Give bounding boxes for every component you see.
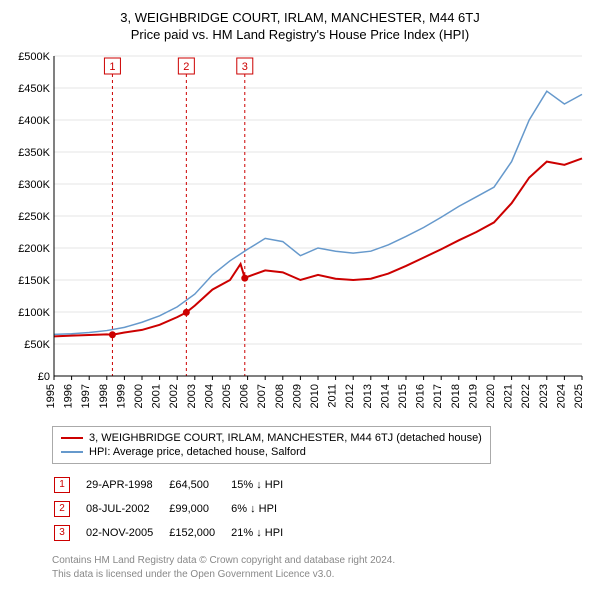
svg-text:2023: 2023 (538, 384, 550, 408)
event-price: £64,500 (169, 474, 229, 496)
svg-text:2024: 2024 (555, 384, 567, 408)
event-delta: 21% ↓ HPI (231, 522, 297, 544)
event-marker: 2 (54, 501, 70, 517)
svg-text:2004: 2004 (203, 384, 215, 408)
legend-label: 3, WEIGHBRIDGE COURT, IRLAM, MANCHESTER,… (89, 432, 482, 444)
event-row: 3 02-NOV-2005£152,00021% ↓ HPI (54, 522, 297, 544)
chart-title: 3, WEIGHBRIDGE COURT, IRLAM, MANCHESTER,… (10, 10, 590, 25)
chart-container: 3, WEIGHBRIDGE COURT, IRLAM, MANCHESTER,… (10, 10, 590, 581)
svg-text:£50K: £50K (24, 339, 50, 351)
event-date: 08-JUL-2002 (86, 498, 167, 520)
svg-text:2011: 2011 (327, 384, 339, 408)
svg-text:£200K: £200K (18, 243, 50, 255)
svg-text:£300K: £300K (18, 179, 50, 191)
svg-text:2001: 2001 (151, 384, 163, 408)
svg-text:2016: 2016 (415, 384, 427, 408)
event-marker: 1 (54, 477, 70, 493)
svg-text:2: 2 (183, 61, 189, 73)
svg-text:£100K: £100K (18, 307, 50, 319)
event-price: £152,000 (169, 522, 229, 544)
svg-text:2009: 2009 (291, 384, 303, 408)
plot-area: £0 £50K £100K £150K £200K £250K £300K £350K £400… (10, 50, 590, 420)
svg-text:2015: 2015 (397, 384, 409, 408)
legend-item: 3, WEIGHBRIDGE COURT, IRLAM, MANCHESTER,… (61, 431, 482, 445)
svg-text:£150K: £150K (18, 275, 50, 287)
svg-text:1999: 1999 (115, 384, 127, 408)
event-delta: 6% ↓ HPI (231, 498, 297, 520)
event-date: 02-NOV-2005 (86, 522, 167, 544)
svg-text:1995: 1995 (45, 384, 57, 408)
svg-text:£450K: £450K (18, 83, 50, 95)
svg-text:£500K: £500K (18, 51, 50, 63)
svg-text:2006: 2006 (239, 384, 251, 408)
svg-text:£0: £0 (38, 371, 50, 383)
svg-text:2007: 2007 (256, 384, 268, 408)
event-row: 2 08-JUL-2002£99,0006% ↓ HPI (54, 498, 297, 520)
svg-text:2012: 2012 (344, 384, 356, 408)
svg-text:1998: 1998 (98, 384, 110, 408)
svg-text:2014: 2014 (379, 384, 391, 408)
svg-text:2013: 2013 (362, 384, 374, 408)
svg-text:£400K: £400K (18, 115, 50, 127)
chart-subtitle: Price paid vs. HM Land Registry's House … (10, 27, 590, 42)
legend-swatch (61, 437, 83, 439)
event-delta: 15% ↓ HPI (231, 474, 297, 496)
svg-text:£350K: £350K (18, 147, 50, 159)
svg-text:2003: 2003 (186, 384, 198, 408)
svg-text:2002: 2002 (168, 384, 180, 408)
attribution: Contains HM Land Registry data © Crown c… (52, 554, 590, 581)
svg-text:1997: 1997 (80, 384, 92, 408)
svg-text:2018: 2018 (450, 384, 462, 408)
svg-text:2022: 2022 (520, 384, 532, 408)
svg-text:2019: 2019 (467, 384, 479, 408)
event-date: 29-APR-1998 (86, 474, 167, 496)
svg-text:2005: 2005 (221, 384, 233, 408)
svg-text:3: 3 (242, 61, 248, 73)
svg-text:2025: 2025 (573, 384, 585, 408)
svg-text:2017: 2017 (432, 384, 444, 408)
event-marker: 3 (54, 525, 70, 541)
legend: 3, WEIGHBRIDGE COURT, IRLAM, MANCHESTER,… (52, 426, 491, 464)
svg-text:2021: 2021 (503, 384, 515, 408)
svg-text:2010: 2010 (309, 384, 321, 408)
chart-svg: £0 £50K £100K £150K £200K £250K £300K £350K £400… (10, 50, 590, 420)
svg-text:2008: 2008 (274, 384, 286, 408)
attribution-line: This data is licensed under the Open Gov… (52, 568, 590, 582)
svg-text:2020: 2020 (485, 384, 497, 408)
svg-text:1: 1 (109, 61, 115, 73)
events-table: 1 29-APR-1998£64,50015% ↓ HPI 2 08-JUL-2002… (52, 472, 299, 546)
svg-text:1996: 1996 (63, 384, 75, 408)
legend-label: HPI: Average price, detached house, Salf… (89, 446, 306, 458)
event-price: £99,000 (169, 498, 229, 520)
svg-text:2000: 2000 (133, 384, 145, 408)
legend-swatch (61, 451, 83, 453)
event-row: 1 29-APR-1998£64,50015% ↓ HPI (54, 474, 297, 496)
attribution-line: Contains HM Land Registry data © Crown c… (52, 554, 590, 568)
legend-item: HPI: Average price, detached house, Salf… (61, 445, 482, 459)
svg-text:£250K: £250K (18, 211, 50, 223)
